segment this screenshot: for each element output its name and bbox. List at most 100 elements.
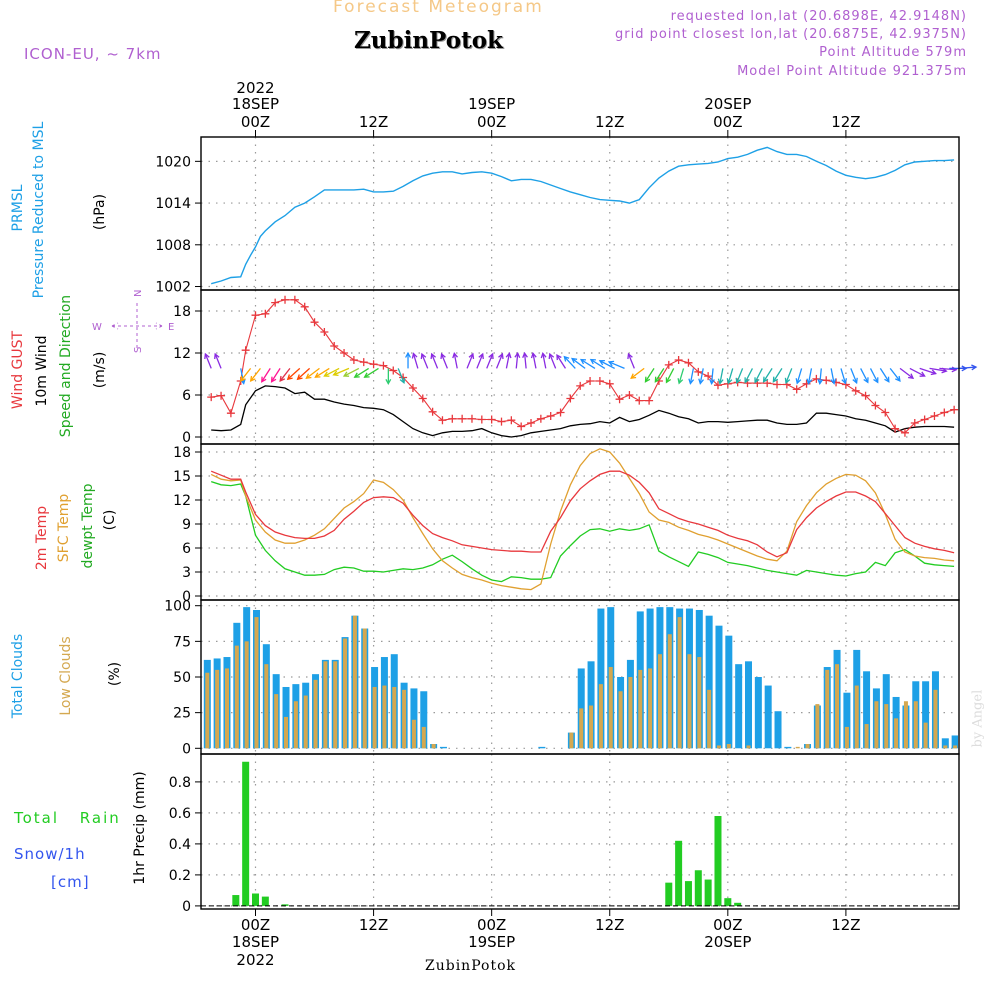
wind-arrow-head <box>204 352 210 360</box>
precip-tick-label: 0.8 <box>169 775 191 791</box>
wind-arrow <box>405 351 411 369</box>
wind-arrow-head <box>385 378 392 386</box>
gust-marker <box>645 396 654 405</box>
wind-arrow-shaft <box>505 353 511 369</box>
wind-arrow-head <box>795 378 802 385</box>
wind-arrow-head <box>806 378 813 385</box>
low-cloud-bar <box>333 661 338 749</box>
gust-marker <box>881 408 890 417</box>
wind-arrow <box>589 358 606 369</box>
gust-marker <box>910 419 919 427</box>
gust-marker <box>802 379 811 388</box>
wind-arrow <box>889 368 901 382</box>
compass-west: W <box>92 322 102 333</box>
wind-arrow <box>540 351 547 369</box>
total-cloud-bar <box>725 635 733 749</box>
wind-arrow-shaft <box>796 368 803 384</box>
low-cloud-bar <box>815 704 820 749</box>
wind-arrow-shaft <box>542 353 547 369</box>
wind-arrow <box>754 368 763 384</box>
compass-cross <box>111 303 163 350</box>
station-title: ZubinPotok <box>354 27 503 54</box>
gust-marker <box>310 318 319 327</box>
low-cloud-bar <box>618 691 623 749</box>
wind-arrow-shaft <box>719 368 724 384</box>
wind-arrow <box>452 351 459 369</box>
wind-arrow-head <box>286 374 293 381</box>
wind-arrow-head <box>607 360 615 367</box>
gust-marker <box>261 309 270 318</box>
wind-arrow-shaft <box>440 353 448 369</box>
wind-arrow <box>323 367 340 377</box>
wind-arrow-head <box>784 377 791 385</box>
gust-marker <box>497 417 506 426</box>
gust-marker <box>418 394 427 403</box>
wind-arrow-shaft <box>840 368 847 384</box>
wind-arrow-shaft <box>763 368 773 383</box>
wind-arrow-head <box>363 372 370 378</box>
wind-arrow-shaft <box>939 367 957 371</box>
wind-arrow-head <box>744 377 750 384</box>
wind-arrow-shaft <box>754 368 763 383</box>
low-cloud-bar <box>372 686 377 749</box>
wind-arrow-shaft <box>466 353 474 369</box>
wind-arrow <box>909 367 926 377</box>
wind-arrow <box>530 351 537 369</box>
low-cloud-bar <box>579 708 584 749</box>
bottom-hour-label: 12Z <box>831 916 860 934</box>
gust-marker <box>458 414 467 423</box>
wind-arrow <box>571 357 586 369</box>
wind-arrow-head <box>598 359 605 366</box>
wind-arrow-shaft <box>710 368 714 384</box>
total-cloud-bar <box>745 661 752 749</box>
pressure-tick-label: 1020 <box>155 154 191 170</box>
wind-arrow-shaft <box>889 368 901 382</box>
gust-marker <box>871 401 880 410</box>
wind-arrow-head <box>440 352 446 360</box>
wind-arrow <box>239 368 252 382</box>
gust-marker <box>359 358 368 367</box>
footer-station: ZubinPotok <box>425 958 517 974</box>
wind-arrow-head <box>895 375 901 382</box>
wind-arrow-shaft <box>412 353 419 369</box>
wind-arrow <box>607 360 625 369</box>
wind-arrow-head <box>468 352 475 360</box>
wind-arrow <box>214 352 222 369</box>
low-cloud-bar <box>628 677 633 749</box>
wind-arrow-shaft <box>689 368 695 384</box>
rain-bar <box>724 898 732 906</box>
bottom-date-label: 18SEP <box>232 933 279 951</box>
gust-marker <box>477 415 486 424</box>
panel-frame <box>200 289 960 445</box>
low-cloud-bar <box>323 661 328 749</box>
wind-arrow-head <box>830 378 837 385</box>
cloud-tick-label: 75 <box>173 634 191 650</box>
wind-speed-line <box>211 385 955 438</box>
rain-bar <box>734 902 742 906</box>
wind-arrow <box>744 368 753 384</box>
total-cloud-bar <box>597 608 605 749</box>
gust-marker <box>635 396 644 405</box>
low-cloud-bar <box>707 689 712 749</box>
low-cloud-bar <box>657 654 662 749</box>
wind-arrow-shaft <box>869 368 879 383</box>
low-cloud-bar <box>264 664 269 749</box>
wind-arrow-shaft <box>654 368 665 383</box>
low-cloud-bar <box>825 669 830 749</box>
low-cloud-bar <box>746 745 751 749</box>
wind-arrow-shaft <box>515 353 519 369</box>
wind-arrow-head <box>399 377 406 385</box>
wind-arrow-head <box>644 376 651 383</box>
wind-arrow-shaft <box>240 368 252 382</box>
wind-arrow <box>476 352 484 369</box>
low-cloud-bar <box>421 726 426 749</box>
wind-arrow-shaft <box>819 368 822 384</box>
wind-arrow-head <box>654 376 661 383</box>
bottom-hour-label: 12Z <box>595 916 624 934</box>
total-cloud-bar <box>774 711 782 749</box>
low-cloud-bar <box>795 746 800 749</box>
wind-arrow-shaft <box>204 353 212 369</box>
wind-arrow-shaft <box>807 368 813 384</box>
wind-arrow <box>850 368 858 385</box>
